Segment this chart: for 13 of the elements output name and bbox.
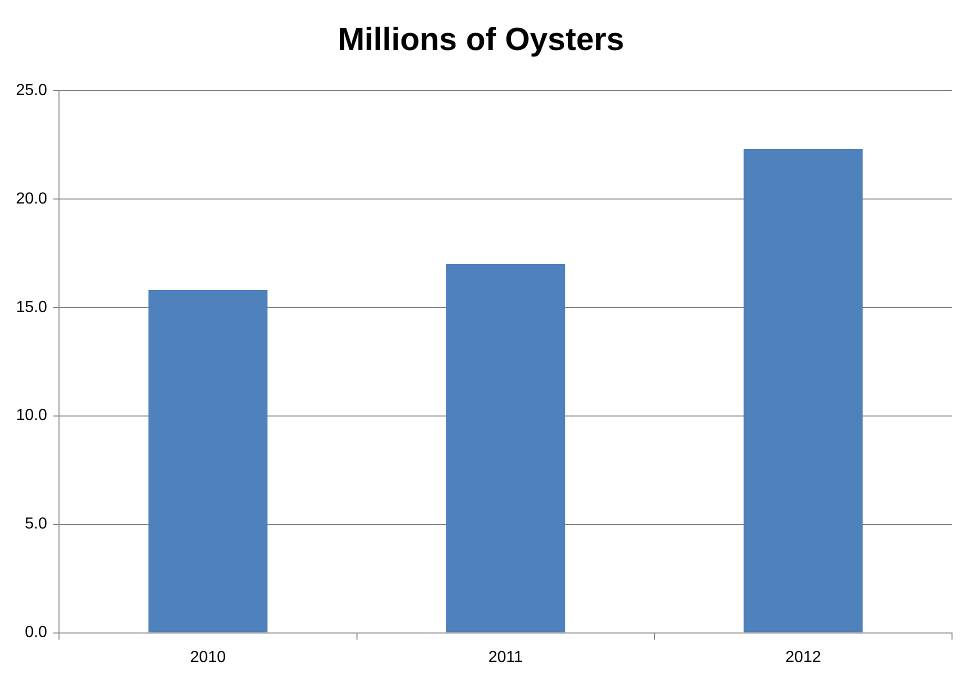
y-tick-label: 20.0 (16, 190, 48, 208)
bar (446, 264, 566, 632)
bar (148, 290, 268, 632)
bar (744, 148, 863, 632)
y-tick-label: 10.0 (16, 407, 48, 424)
y-tick-label: 5.0 (24, 516, 48, 533)
x-tick-label: 2011 (488, 648, 523, 666)
chart-title: Millions of Oysters (338, 21, 624, 58)
x-tick-label: 2012 (785, 648, 822, 666)
y-tick-label: 15.0 (16, 298, 48, 316)
y-tick-label: 25.0 (16, 82, 48, 99)
y-tick-label: 0.0 (24, 624, 48, 642)
x-tick-label: 2010 (190, 648, 226, 666)
